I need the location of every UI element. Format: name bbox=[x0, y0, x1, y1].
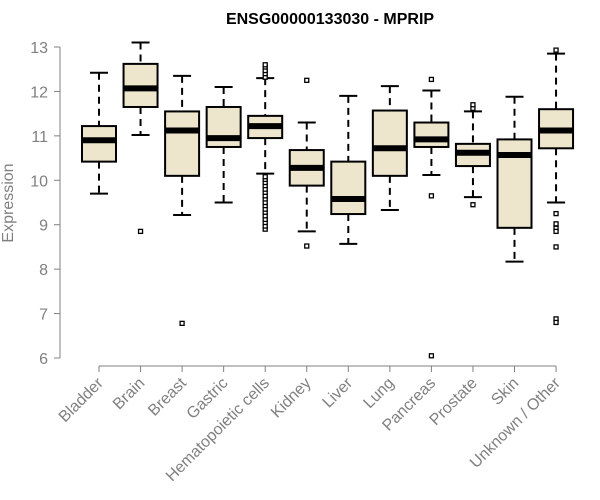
box-brain bbox=[122, 41, 159, 235]
outlier-point-kidney bbox=[304, 243, 310, 249]
iqr-box-lung bbox=[371, 109, 408, 177]
box-unknown-other bbox=[538, 47, 575, 326]
y-tick-label: 9 bbox=[39, 218, 48, 235]
outlier-point-prostate bbox=[470, 202, 476, 208]
outlier-point-unknown-other bbox=[553, 244, 559, 250]
chart-title: ENSG00000133030 - MPRIP bbox=[226, 11, 434, 28]
outlier-point-pancreas bbox=[428, 353, 435, 359]
outlier-point-prostate bbox=[470, 102, 476, 108]
box-breast bbox=[164, 74, 201, 326]
y-tick-label: 13 bbox=[30, 40, 48, 57]
box-pancreas bbox=[413, 76, 450, 359]
box-prostate bbox=[454, 102, 491, 208]
box-liver bbox=[330, 94, 367, 245]
iqr-box-bladder bbox=[81, 125, 117, 163]
x-tick-label-brain: Brain bbox=[110, 375, 148, 413]
y-tick-label: 11 bbox=[31, 129, 48, 146]
x-tick-label-liver: Liver bbox=[320, 374, 357, 411]
x-tick-label-bladder: Bladder bbox=[56, 374, 107, 425]
y-tick-label: 10 bbox=[30, 173, 48, 190]
outlier-point-pancreas bbox=[428, 76, 435, 83]
outlier-point-unknown-other bbox=[553, 47, 559, 53]
x-tick-label-skin: Skin bbox=[488, 375, 522, 409]
y-tick-label: 6 bbox=[39, 351, 48, 368]
box-gastric bbox=[205, 85, 242, 204]
y-tick-label: 8 bbox=[39, 262, 48, 279]
y-axis-label: Expression bbox=[0, 163, 17, 242]
outlier-point-hematopoietic-cells bbox=[262, 174, 268, 180]
y-tick-label: 7 bbox=[39, 307, 48, 324]
outlier-point-brain bbox=[137, 228, 144, 235]
outlier-point-breast bbox=[179, 320, 185, 326]
iqr-box-pancreas bbox=[413, 121, 450, 148]
y-tick-label: 12 bbox=[30, 84, 48, 101]
outlier-point-unknown-other bbox=[553, 210, 559, 217]
box-lung bbox=[371, 85, 408, 212]
outlier-point-pancreas bbox=[428, 193, 435, 199]
box-kidney bbox=[288, 77, 325, 249]
boxes bbox=[81, 41, 575, 359]
iqr-box-breast bbox=[164, 110, 201, 177]
outlier-point-hematopoietic-cells bbox=[262, 62, 268, 68]
box-hematopoietic-cells bbox=[247, 62, 284, 232]
box-bladder bbox=[81, 71, 117, 195]
x-tick-label-lung: Lung bbox=[360, 375, 397, 412]
outlier-point-unknown-other bbox=[553, 221, 559, 227]
outlier-point-unknown-other bbox=[553, 319, 559, 326]
outlier-point-kidney bbox=[304, 77, 310, 83]
x-tick-label-breast: Breast bbox=[145, 374, 190, 419]
outlier-point-unknown-other bbox=[553, 228, 559, 235]
x-tick-label-kidney: Kidney bbox=[268, 375, 315, 422]
box-skin bbox=[496, 95, 533, 263]
iqr-box-liver bbox=[330, 160, 367, 216]
